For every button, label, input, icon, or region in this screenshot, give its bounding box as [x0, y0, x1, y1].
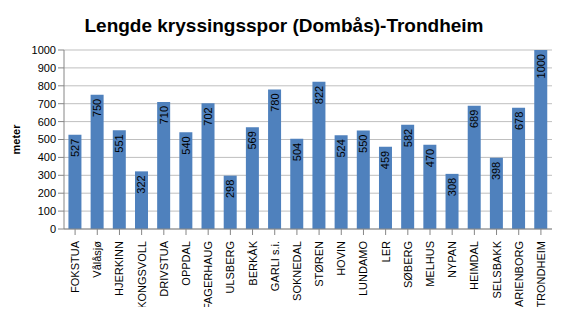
svg-text:540: 540 — [180, 136, 192, 154]
svg-text:meter: meter — [10, 124, 22, 155]
svg-text:550: 550 — [357, 135, 369, 153]
svg-text:LUNDAMO: LUNDAMO — [357, 241, 369, 296]
svg-text:582: 582 — [402, 129, 414, 147]
svg-text:HOVIN: HOVIN — [335, 241, 347, 276]
svg-text:SELSBAKK: SELSBAKK — [491, 240, 503, 298]
svg-text:470: 470 — [424, 149, 436, 167]
svg-text:300: 300 — [38, 169, 56, 181]
svg-text:822: 822 — [313, 86, 325, 104]
svg-text:900: 900 — [38, 62, 56, 74]
svg-text:Vålåsjø: Vålåsjø — [91, 241, 103, 278]
svg-text:710: 710 — [158, 106, 170, 124]
svg-text:750: 750 — [91, 99, 103, 117]
svg-text:100: 100 — [38, 205, 56, 217]
svg-text:600: 600 — [38, 116, 56, 128]
svg-text:200: 200 — [38, 187, 56, 199]
svg-text:678: 678 — [513, 112, 525, 130]
svg-text:400: 400 — [38, 151, 56, 163]
svg-text:DRIVSTUA: DRIVSTUA — [158, 240, 170, 296]
svg-text:SØBERG: SØBERG — [402, 241, 414, 288]
svg-text:KONGSVOLL: KONGSVOLL — [136, 241, 148, 307]
svg-text:STØREN: STØREN — [313, 241, 325, 287]
svg-text:GARLI s.i.: GARLI s.i. — [269, 241, 281, 291]
svg-text:MARIENBORG: MARIENBORG — [513, 241, 525, 307]
svg-text:HEIMDAL: HEIMDAL — [468, 241, 480, 290]
svg-text:551: 551 — [113, 134, 125, 152]
svg-text:HJERKINN: HJERKINN — [113, 241, 125, 296]
svg-text:ULSBERG: ULSBERG — [224, 241, 236, 294]
svg-text:800: 800 — [38, 80, 56, 92]
svg-text:298: 298 — [224, 180, 236, 198]
svg-text:1000: 1000 — [535, 54, 547, 78]
svg-text:524: 524 — [335, 139, 347, 157]
svg-text:398: 398 — [490, 162, 502, 180]
svg-text:0: 0 — [50, 223, 56, 235]
svg-text:BERKÅK: BERKÅK — [247, 240, 259, 285]
svg-text:527: 527 — [69, 139, 81, 157]
svg-text:1000: 1000 — [32, 44, 56, 56]
svg-text:FAGERHAUG: FAGERHAUG — [202, 241, 214, 307]
svg-text:459: 459 — [379, 151, 391, 169]
svg-text:500: 500 — [38, 133, 56, 145]
svg-text:780: 780 — [269, 93, 281, 111]
svg-text:SOKNEDAL: SOKNEDAL — [291, 241, 303, 301]
svg-text:700: 700 — [38, 98, 56, 110]
svg-text:689: 689 — [468, 110, 480, 128]
svg-text:MELHUS: MELHUS — [424, 241, 436, 287]
svg-text:LER: LER — [380, 241, 392, 262]
svg-text:OPPDAL: OPPDAL — [180, 241, 192, 286]
svg-text:NYPAN: NYPAN — [446, 241, 458, 278]
svg-text:FOKSTUA: FOKSTUA — [69, 240, 81, 293]
svg-text:322: 322 — [135, 175, 147, 193]
svg-text:569: 569 — [246, 131, 258, 149]
svg-text:308: 308 — [446, 178, 458, 196]
svg-text:504: 504 — [291, 143, 303, 161]
svg-text:702: 702 — [202, 107, 214, 125]
svg-text:TRONDHEIM: TRONDHEIM — [535, 241, 547, 307]
html-text:Lengde kryssingsspor (Dombås)-: Lengde kryssingsspor (Dombås)-Trondheim — [84, 15, 484, 36]
